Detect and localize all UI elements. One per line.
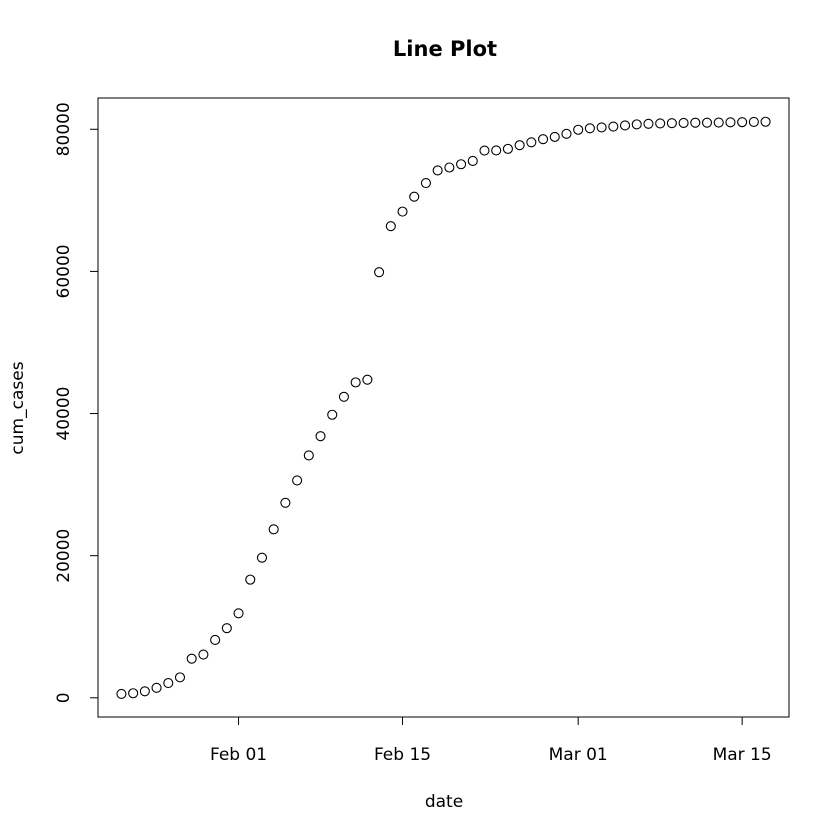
point bbox=[760, 116, 771, 127]
y-tick-label: 0 bbox=[54, 692, 74, 703]
point bbox=[701, 117, 713, 128]
point bbox=[420, 177, 431, 189]
point bbox=[338, 391, 349, 402]
point bbox=[303, 450, 314, 461]
y-tick-label: 40000 bbox=[54, 386, 74, 440]
point bbox=[268, 524, 279, 535]
point bbox=[596, 122, 607, 133]
x-tick-label: Feb 01 bbox=[210, 745, 267, 765]
y-axis-label: cum_cases bbox=[8, 361, 28, 454]
point bbox=[467, 155, 478, 166]
point bbox=[573, 124, 584, 135]
x-axis-label: date bbox=[425, 792, 463, 812]
point bbox=[362, 374, 373, 385]
point bbox=[725, 117, 736, 128]
point bbox=[280, 497, 291, 508]
point bbox=[444, 162, 455, 173]
y-tick-label: 60000 bbox=[54, 244, 74, 298]
point bbox=[350, 377, 361, 388]
point bbox=[549, 131, 560, 142]
x-tick-label: Mar 15 bbox=[713, 745, 772, 765]
point bbox=[128, 688, 139, 699]
point bbox=[666, 118, 677, 129]
point bbox=[713, 117, 724, 128]
point bbox=[327, 409, 338, 420]
point bbox=[748, 116, 759, 127]
point bbox=[643, 118, 654, 129]
point bbox=[397, 206, 408, 217]
point bbox=[315, 431, 326, 442]
point bbox=[526, 137, 537, 148]
point bbox=[385, 221, 396, 232]
point bbox=[163, 678, 174, 689]
point bbox=[619, 120, 631, 131]
point bbox=[608, 121, 619, 132]
point bbox=[538, 134, 549, 145]
point bbox=[151, 682, 162, 693]
point bbox=[456, 159, 467, 170]
point bbox=[502, 143, 513, 154]
y-tick-label: 20000 bbox=[54, 529, 74, 583]
point bbox=[678, 117, 689, 129]
point bbox=[245, 574, 256, 585]
chart-title: Line Plot bbox=[393, 37, 497, 61]
point bbox=[491, 145, 502, 156]
point bbox=[256, 552, 268, 563]
y-tick-label: 80000 bbox=[54, 102, 74, 156]
point bbox=[221, 623, 232, 634]
point bbox=[198, 649, 209, 660]
point bbox=[690, 117, 701, 128]
point bbox=[432, 165, 443, 176]
point bbox=[514, 140, 525, 151]
point bbox=[561, 128, 572, 139]
point bbox=[186, 653, 197, 664]
point bbox=[292, 475, 303, 486]
point bbox=[210, 634, 221, 646]
x-tick-label: Mar 01 bbox=[549, 745, 608, 765]
point bbox=[655, 118, 666, 129]
point bbox=[233, 608, 244, 619]
plot-frame bbox=[97, 97, 790, 718]
point bbox=[584, 123, 595, 134]
point bbox=[374, 267, 385, 278]
point bbox=[631, 119, 642, 130]
point bbox=[174, 672, 186, 683]
point bbox=[479, 145, 490, 156]
point bbox=[409, 191, 420, 202]
point bbox=[116, 688, 127, 699]
point bbox=[139, 686, 150, 697]
point bbox=[737, 117, 748, 128]
x-tick-label: Feb 15 bbox=[374, 745, 431, 765]
